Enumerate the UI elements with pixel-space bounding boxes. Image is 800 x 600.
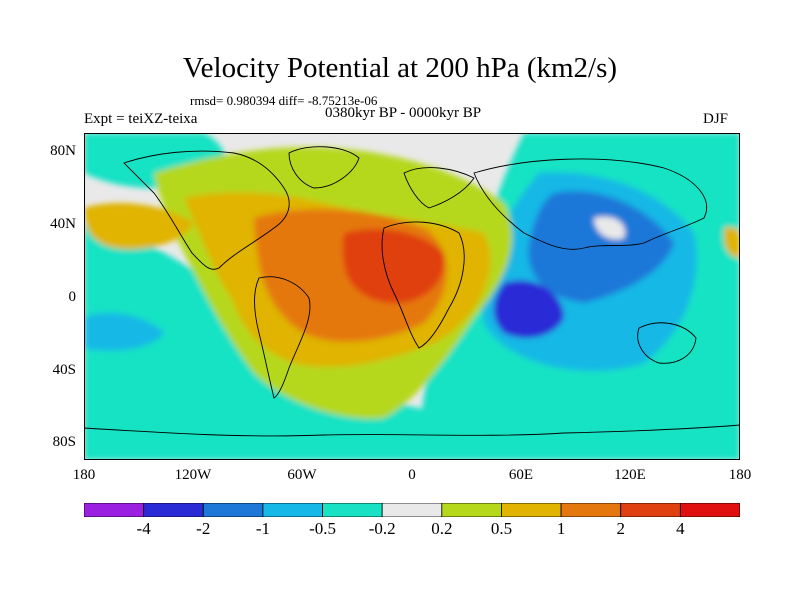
lon-label: 60W xyxy=(287,467,317,483)
colorbar-label: 4 xyxy=(676,519,685,538)
colorbar-label: 0.2 xyxy=(431,519,453,538)
colorbar-swatch xyxy=(202,503,264,517)
period-label: 0380kyr BP - 0000kyr BP xyxy=(325,105,482,121)
colorbar-label: 2 xyxy=(616,519,625,538)
lat-label: 0 xyxy=(68,289,77,305)
lon-label: 120W xyxy=(174,467,212,483)
contour-field xyxy=(84,133,740,460)
map-plot xyxy=(84,133,740,460)
experiment-label: Expt = teiXZ-teixa xyxy=(84,111,198,127)
colorbar-swatch xyxy=(620,503,681,517)
colorbar-label: 1 xyxy=(556,519,566,538)
colorbar xyxy=(84,503,740,517)
lon-label: 60E xyxy=(508,467,534,483)
lat-label: 40S xyxy=(52,362,76,378)
lat-label: 80N xyxy=(50,143,76,159)
colorbar-label: -1 xyxy=(255,519,270,538)
colorbar-swatch xyxy=(441,503,502,517)
lat-label: 40N xyxy=(50,216,76,232)
colorbar-swatch xyxy=(84,503,145,517)
lon-label: 180 xyxy=(72,467,96,483)
colorbar-label: 0.5 xyxy=(490,519,513,538)
colorbar-label: -0.2 xyxy=(368,519,396,538)
plot-title: Velocity Potential at 200 hPa (km2/s) xyxy=(182,52,618,84)
colorbar-swatch xyxy=(262,503,323,517)
colorbar-swatch xyxy=(679,503,740,517)
lon-label: 0 xyxy=(408,467,416,483)
coastlines xyxy=(84,146,740,437)
colorbar-swatch xyxy=(143,503,204,517)
colorbar-swatch xyxy=(501,503,562,517)
colorbar-swatch xyxy=(322,503,383,517)
lon-label: 180 xyxy=(728,467,752,483)
colorbar-label: -4 xyxy=(136,519,151,538)
colorbar-label: -2 xyxy=(196,519,211,538)
lon-label: 120E xyxy=(614,467,646,483)
lat-label: 80S xyxy=(52,434,76,450)
colorbar-swatch xyxy=(381,503,443,517)
colorbar-swatch xyxy=(560,503,622,517)
stats-text: rmsd= 0.980394 diff= -8.75213e-06 xyxy=(190,93,378,108)
colorbar-label: -0.5 xyxy=(309,519,336,538)
season-label: DJF xyxy=(703,111,729,127)
